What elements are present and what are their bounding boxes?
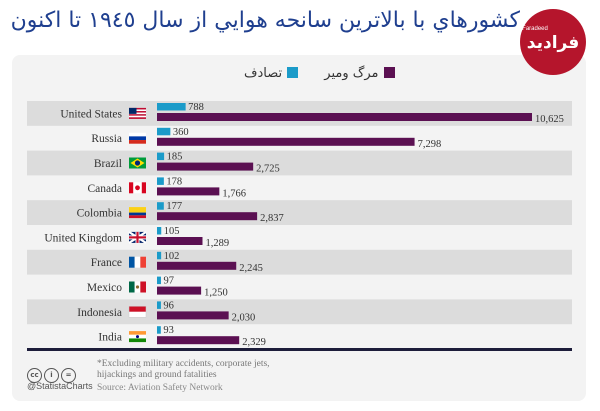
flag-gb-icon: [128, 230, 147, 244]
row-stripe: [27, 150, 572, 176]
attribution-icon: i: [44, 368, 59, 383]
accidents-bar: [157, 251, 162, 260]
category-label: France: [91, 257, 122, 269]
accidents-value-label: 97: [163, 276, 174, 287]
accidents-bar: [157, 301, 161, 309]
accidents-value-label: 93: [163, 325, 174, 336]
row-stripe: [27, 249, 572, 275]
chart-title: كشورهاي با بالاترين سانحه هوايي از سال ١…: [10, 8, 520, 33]
deaths-value-label: 2,245: [239, 263, 263, 274]
deaths-value-label: 1,766: [222, 188, 246, 199]
legend-deaths-label: مرگ ومیر: [324, 66, 379, 81]
accidents-value-label: 177: [166, 201, 182, 212]
flag-id-icon: [128, 306, 147, 318]
flag-br-icon: [129, 157, 146, 169]
category-label: United Kingdom: [44, 232, 122, 244]
deaths-bar: [157, 261, 237, 270]
deaths-bar: [157, 237, 203, 245]
row-stripe: [27, 299, 572, 325]
deaths-value-label: 10,625: [535, 114, 564, 125]
accidents-bar: [157, 326, 161, 334]
flag-fr-icon: [129, 256, 146, 268]
footnote: *Excluding military accidents, corporate…: [97, 359, 270, 380]
row-stripe: [27, 200, 572, 225]
accidents-value-label: 102: [164, 251, 180, 262]
flag-in-icon: [129, 331, 146, 343]
accidents-value-label: 360: [173, 127, 189, 138]
source-note: Source: Aviation Safety Network: [97, 383, 223, 393]
accidents-value-label: 788: [188, 102, 204, 113]
deaths-value-label: 2,837: [260, 213, 284, 224]
flag-us-icon: [129, 107, 146, 119]
deaths-bar: [157, 162, 254, 171]
category-label: Canada: [88, 183, 122, 195]
deaths-bar: [157, 113, 532, 121]
cc-icon: cc: [27, 368, 42, 383]
no-derivatives-icon: =: [61, 368, 76, 383]
deaths-value-label: 7,298: [418, 139, 442, 150]
accidents-bar: [157, 276, 161, 285]
deaths-value-label: 2,030: [232, 312, 256, 323]
legend-accidents-label: تصادف: [244, 66, 283, 81]
statista-handle: @StatistaCharts: [27, 381, 93, 391]
accidents-bar: [157, 202, 164, 210]
deaths-value-label: 1,289: [205, 238, 229, 249]
accidents-value-label: 185: [167, 152, 183, 163]
category-label: United States: [60, 108, 122, 120]
deaths-bar: [157, 336, 240, 345]
accidents-bar: [157, 152, 165, 161]
legend-deaths: مرگ ومیر: [324, 66, 395, 81]
legend-accidents-swatch: [287, 67, 299, 78]
legend-accidents: تصادف: [244, 66, 299, 81]
accidents-value-label: 96: [163, 300, 174, 311]
flag-mx-icon: [129, 281, 146, 293]
category-label: Colombia: [77, 208, 122, 220]
accidents-bar: [157, 127, 171, 136]
deaths-bar: [157, 311, 229, 320]
faradeed-logo: فرادید Faradeed: [520, 9, 586, 75]
svg-text:Faradeed: Faradeed: [522, 26, 548, 32]
svg-text:فرادید: فرادید: [527, 33, 579, 53]
category-label: Brazil: [94, 158, 122, 170]
license-icons: cc i =: [27, 362, 78, 383]
deaths-value-label: 2,329: [242, 337, 266, 348]
legend: مرگ ومیر تصادف: [222, 66, 395, 84]
deaths-bar: [157, 212, 258, 221]
deaths-bar: [157, 187, 220, 196]
category-label: Mexico: [87, 282, 122, 294]
flag-ru-icon: [129, 132, 146, 144]
deaths-bar: [157, 286, 202, 295]
footer-divider: [27, 348, 572, 351]
accidents-bar: [157, 103, 186, 111]
deaths-bar: [157, 137, 415, 146]
accidents-bar: [157, 227, 162, 235]
accidents-value-label: 105: [164, 226, 180, 237]
deaths-value-label: 1,250: [204, 288, 228, 299]
category-label: India: [98, 332, 122, 344]
accidents-bar: [157, 177, 164, 185]
category-label: Russia: [91, 133, 122, 145]
legend-deaths-swatch: [383, 67, 395, 78]
accidents-value-label: 178: [166, 176, 182, 187]
flag-ca-icon: [129, 182, 146, 194]
flag-co-icon: [129, 207, 146, 219]
deaths-value-label: 2,725: [256, 164, 280, 175]
category-label: Indonesia: [77, 307, 122, 319]
